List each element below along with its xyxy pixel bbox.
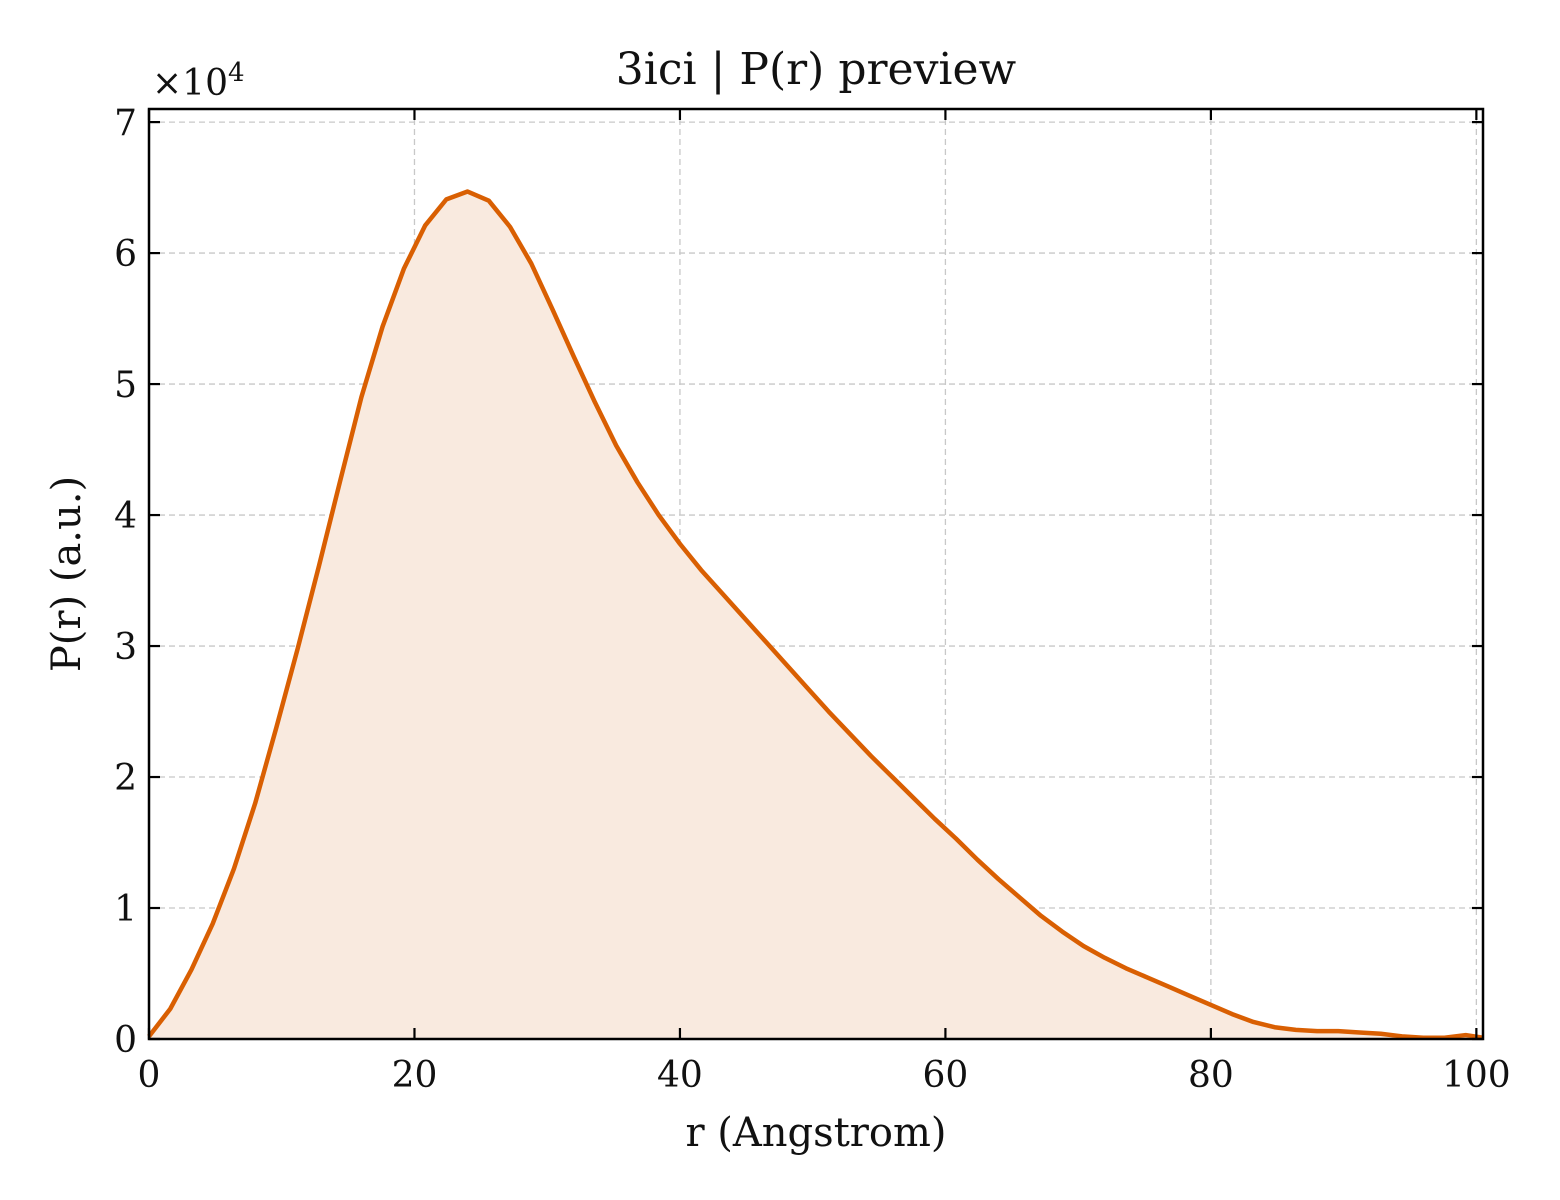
x-axis-label: r (Angstrom) [685, 1110, 946, 1156]
y-tick-label: 4 [114, 496, 137, 537]
x-tick-label: 0 [138, 1055, 161, 1096]
y-tick-label: 7 [114, 103, 137, 144]
x-tick-label: 100 [1442, 1055, 1511, 1096]
y-axis-multiplier-base: ×10 [152, 63, 228, 104]
x-tick-label: 20 [392, 1055, 438, 1096]
x-axis-ticks: 0 20 40 60 80 100 [138, 109, 1511, 1096]
y-tick-label: 3 [114, 627, 137, 668]
chart-title: 3ici | P(r) preview [616, 44, 1017, 95]
y-tick-label: 5 [114, 365, 137, 406]
y-axis-ticks: 0 1 2 3 4 5 6 7 [114, 103, 1483, 1061]
x-tick-label: 40 [657, 1055, 703, 1096]
x-tick-label: 80 [1188, 1055, 1234, 1096]
y-axis-label: P(r) (a.u.) [44, 476, 90, 672]
y-axis-multiplier: ×104 [152, 58, 245, 104]
pr-series-line [147, 189, 1484, 1040]
y-tick-label: 1 [114, 889, 137, 930]
y-axis-multiplier-exponent: 4 [228, 58, 245, 88]
y-tick-label: 0 [114, 1020, 137, 1061]
x-tick-label: 60 [923, 1055, 969, 1096]
pr-area-fill [149, 191, 1483, 1039]
y-tick-label: 6 [114, 234, 137, 275]
plot-frame [147, 107, 1485, 1041]
y-tick-label: 2 [114, 758, 137, 799]
